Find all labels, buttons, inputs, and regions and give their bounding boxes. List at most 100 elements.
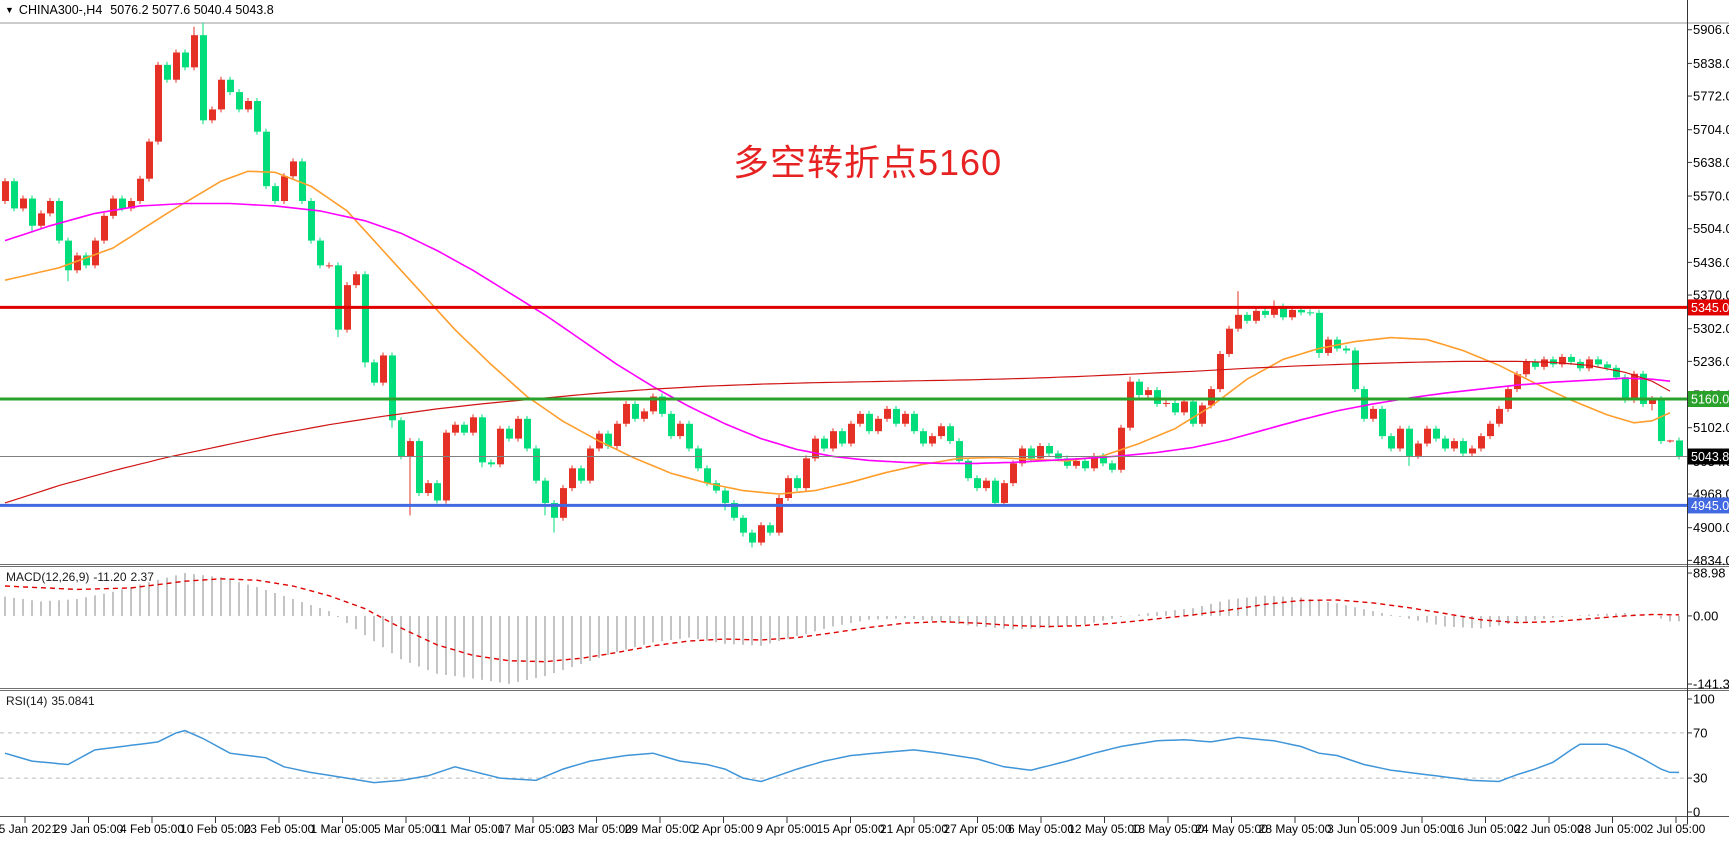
date-tick-label[interactable]: 9 Jun 05:00 [1391,822,1454,836]
date-tick-label[interactable]: 4 Feb 05:00 [120,822,184,836]
candle [1154,387,1161,407]
candle [488,459,495,468]
date-tick-label[interactable]: 1 Mar 05:00 [310,822,374,836]
chart-title-ohlc: 5076.2 5077.6 5040.4 5043.8 [110,3,274,17]
candle [1676,437,1683,460]
candle [1478,433,1485,452]
candle [1217,350,1224,393]
date-tick-label[interactable]: 22 Jun 05:00 [1514,822,1584,836]
candle [1037,443,1044,462]
candle [470,414,477,436]
date-tick-label[interactable]: 23 Mar 05:00 [561,822,632,836]
candle [1163,399,1170,407]
candle [812,435,819,462]
macd-value-main: -11.20 [93,570,127,584]
candle [1136,378,1143,399]
candle [1613,364,1620,381]
candle [623,400,630,427]
price-tick-label: 5638.0 [1693,155,1729,170]
candle [938,423,945,440]
candle [407,438,414,516]
date-tick-label[interactable]: 9 Apr 05:00 [756,822,818,836]
fast-ma-orange-line [4,170,1671,495]
macd-indicator-label: MACD(12,26,9) -11.20 2.37 [6,570,158,584]
date-tick-label[interactable]: 11 Mar 05:00 [435,822,505,836]
date-tick-label[interactable]: 27 Apr 05:00 [943,822,1011,836]
candle [371,359,378,386]
candle [1595,356,1602,368]
candle [785,475,792,501]
annotation-text: 多空转折点5160 [733,142,1003,183]
candle [200,22,207,125]
date-tick-label[interactable]: 25 Jan 2021 [0,822,58,836]
candle [1064,455,1071,469]
date-tick-label[interactable]: 2 Jul 05:00 [1647,822,1706,836]
candle [1343,345,1350,354]
candle [1352,347,1359,393]
candle [776,495,783,536]
candle [1334,336,1341,352]
price-tick-label: 5838.0 [1693,56,1729,71]
price-tick-label: 5504.0 [1693,221,1729,236]
candle [560,485,567,521]
macd-pane[interactable] [0,566,1687,688]
candle [1199,402,1206,427]
candle [794,475,801,492]
chart-title: ▼ CHINA300-,H4 5076.2 5077.6 5040.4 5043.8 [5,3,274,17]
candle [497,425,504,468]
candle [29,195,36,233]
date-tick-label[interactable]: 12 May 05:00 [1068,822,1141,836]
symbol-dropdown-icon[interactable]: ▼ [5,5,14,15]
date-tick-label[interactable]: 15 Apr 05:00 [816,822,884,836]
date-tick-label[interactable]: 6 May 05:00 [1008,822,1074,836]
candle [992,477,999,506]
date-tick-label[interactable]: 16 Jun 05:00 [1451,822,1521,836]
price-tick-label: 5102.0 [1693,420,1729,435]
main-chart-pane[interactable] [0,23,1687,564]
date-tick-label[interactable]: 2 Apr 05:00 [693,822,755,836]
candle [659,393,666,417]
rsi-value: 35.0841 [51,694,95,708]
candle [929,433,936,447]
candle [677,420,684,440]
date-tick-label[interactable]: 28 Jun 05:00 [1578,822,1648,836]
candle [1640,370,1647,407]
macd-tick-label: -141.39 [1693,677,1729,692]
candle [803,455,810,492]
candle [317,237,324,269]
price-marker-5160.0-text: 5160.0 [1691,393,1729,407]
candle [128,198,135,212]
candle [1379,405,1386,440]
candle [1415,440,1422,459]
candle [947,423,954,445]
rsi-pane[interactable] [0,690,1687,816]
candle [1307,309,1314,316]
date-tick-label[interactable]: 10 Feb 05:00 [180,822,251,836]
date-tick-label[interactable]: 21 Apr 05:00 [880,822,948,836]
date-tick-label[interactable]: 3 Jun 05:00 [1327,822,1390,836]
date-tick-label[interactable]: 24 May 05:00 [1195,822,1268,836]
candle [479,414,486,468]
current-price-marker-text: 5043.8 [1691,450,1729,464]
date-tick-label[interactable]: 23 Feb 05:00 [244,822,315,836]
candle [326,262,333,269]
candle [1406,425,1413,466]
macd-signal-line [4,578,1679,663]
date-tick-label[interactable]: 29 Mar 05:00 [625,822,696,836]
candle [902,410,909,427]
date-tick-label[interactable]: 17 Mar 05:00 [498,822,569,836]
candle [830,428,837,452]
candle [74,252,81,274]
price-marker-4945.0 [1688,497,1729,514]
date-tick-label[interactable]: 5 Mar 05:00 [374,822,438,836]
date-tick-label[interactable]: 29 Jan 05:00 [54,822,124,836]
candle [524,415,531,452]
price-tick-label: 5906.0 [1693,22,1729,37]
date-tick-label[interactable]: 18 May 05:00 [1132,822,1205,836]
price-marker-5160.0 [1688,391,1729,407]
date-tick-label[interactable]: 28 May 05:00 [1259,822,1332,836]
candle [1424,425,1431,447]
rsi-tick-label: 100 [1693,692,1715,707]
price-tick-label: 4834.0 [1693,553,1729,568]
